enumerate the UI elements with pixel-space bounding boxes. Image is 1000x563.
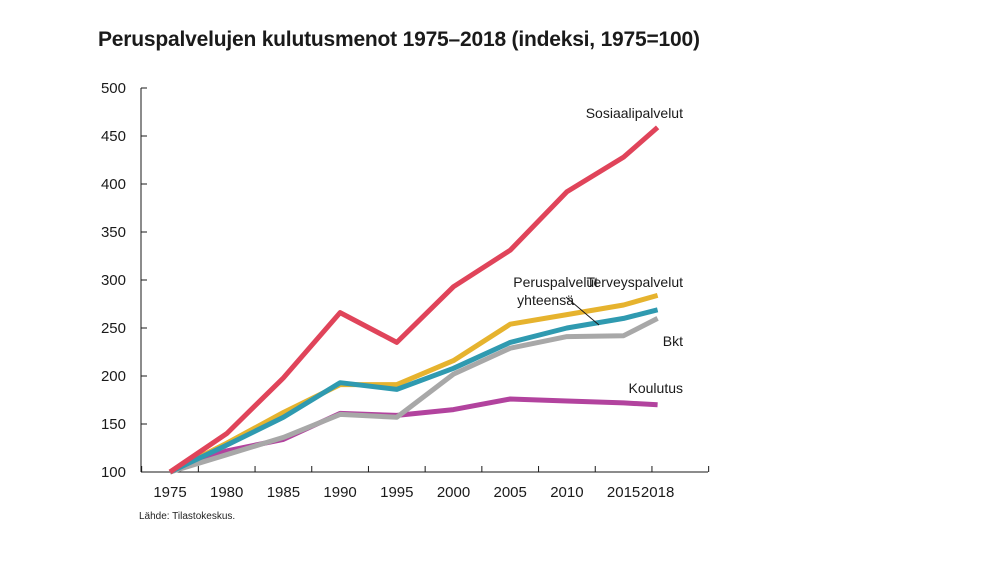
y-tick-label: 250 xyxy=(101,320,126,337)
x-tick-label: 2010 xyxy=(550,484,583,501)
x-tick-label: 2005 xyxy=(494,484,527,501)
chart-title: Peruspalvelujen kulutusmenot 1975–2018 (… xyxy=(98,28,700,51)
x-tick-label: 1990 xyxy=(323,484,356,501)
label-peruspalvelut-yhteensa: Peruspalvelut yhteensä xyxy=(513,274,602,308)
series-line-bkt xyxy=(169,316,659,475)
x-axis: 1975 1980 1985 1990 1995 2000 2005 2010 2015 2018 xyxy=(141,466,710,501)
x-tick-label: 1985 xyxy=(267,484,300,501)
x-tick-label: 1995 xyxy=(380,484,413,501)
x-tick-label: 1975 xyxy=(153,484,186,501)
label-terveyspalvelut: Terveyspalvelut xyxy=(587,274,684,290)
x-tick-label: 1980 xyxy=(210,484,243,501)
x-tick-label: 2015 xyxy=(607,484,640,501)
x-tick-label: 2000 xyxy=(437,484,470,501)
y-tick-label: 400 xyxy=(101,176,126,193)
y-tick-label: 150 xyxy=(101,416,126,433)
label-bkt: Bkt xyxy=(663,333,683,349)
series-line-peruspalvelut-yhteensa xyxy=(168,307,659,475)
y-tick-label: 300 xyxy=(101,272,126,289)
series-line-sosiaalipalvelut xyxy=(168,125,660,475)
y-tick-label: 450 xyxy=(101,128,126,145)
y-tick-label: 500 xyxy=(101,80,126,97)
x-tick-label: 2018 xyxy=(641,484,674,501)
label-leader-line xyxy=(565,296,600,326)
label-koulutus: Koulutus xyxy=(629,380,683,396)
y-tick-label: 200 xyxy=(101,368,126,385)
source-note: Lähde: Tilastokeskus. xyxy=(139,511,236,522)
series-line-terveyspalvelut xyxy=(168,292,659,475)
series-labels: Sosiaalipalvelut Terveyspalvelut Peruspa… xyxy=(513,105,683,396)
y-tick-label: 100 xyxy=(101,464,126,481)
series-lines xyxy=(168,125,660,475)
y-tick-label: 350 xyxy=(101,224,126,241)
y-axis: 100 150 200 250 300 350 400 450 500 xyxy=(101,80,147,481)
label-sosiaalipalvelut: Sosiaalipalvelut xyxy=(586,105,683,121)
